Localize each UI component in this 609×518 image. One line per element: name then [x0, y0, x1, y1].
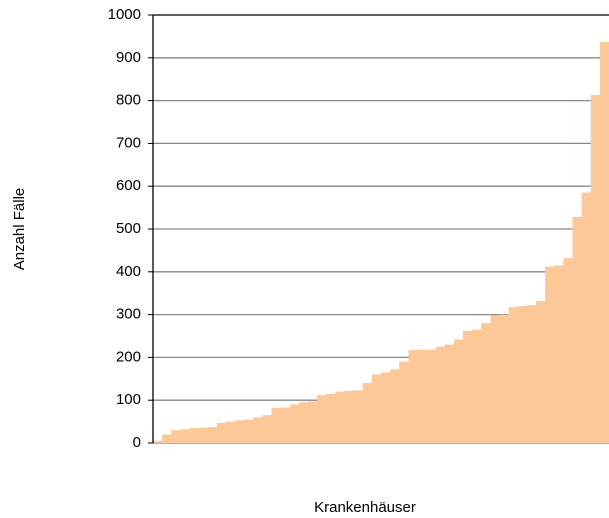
bar [280, 407, 291, 443]
bar [554, 265, 564, 443]
bar [517, 306, 528, 443]
bar [426, 349, 437, 443]
y-tick-label: 400 [116, 263, 141, 280]
y-tick-label: 0 [133, 434, 141, 451]
bar [581, 192, 592, 443]
bar [490, 315, 500, 443]
bar [526, 305, 537, 443]
x-axis-label: Krankenhäuser [314, 499, 416, 516]
bar [317, 395, 327, 443]
bar [536, 300, 546, 443]
y-tick-label: 900 [116, 49, 141, 66]
bar [344, 390, 355, 443]
bar [545, 266, 555, 443]
bar [353, 390, 364, 443]
bar [271, 407, 282, 443]
y-tick-label: 700 [116, 134, 141, 151]
bar [162, 434, 172, 443]
bar [572, 217, 583, 443]
bar [171, 430, 181, 443]
bar [417, 349, 427, 443]
bar [362, 383, 373, 443]
y-tick-label: 300 [116, 306, 141, 323]
bar [481, 323, 491, 443]
bar [189, 428, 199, 443]
y-axis-label: Anzahl Fälle [11, 188, 28, 271]
y-tick-label: 100 [116, 391, 141, 408]
bar [262, 415, 272, 443]
bar [453, 339, 464, 443]
bar [590, 95, 601, 443]
bar [253, 417, 263, 443]
bar [435, 346, 446, 443]
bar [371, 374, 382, 443]
bar [499, 314, 510, 443]
bar [335, 391, 345, 443]
bar [381, 372, 391, 443]
bar [244, 419, 254, 443]
bar [289, 404, 300, 443]
bar [599, 41, 609, 444]
bar [444, 344, 455, 443]
bar [235, 420, 245, 443]
bar [390, 369, 400, 443]
bar [216, 422, 227, 443]
bar [408, 350, 418, 443]
bar [207, 427, 218, 443]
bar [326, 393, 336, 443]
bar [298, 402, 309, 443]
y-tick-label: 800 [116, 92, 141, 109]
y-tick-label: 500 [116, 220, 141, 237]
bar [399, 361, 409, 443]
y-tick-label: 600 [116, 177, 141, 194]
y-tick-label: 200 [116, 348, 141, 365]
bar [225, 421, 236, 443]
bar [508, 306, 519, 443]
bar [308, 401, 318, 443]
bar [153, 440, 163, 443]
bar [472, 329, 482, 443]
bar [563, 258, 573, 443]
bar [198, 427, 209, 443]
bar [463, 330, 473, 443]
bar [180, 429, 190, 443]
y-tick-label: 1000 [108, 6, 141, 23]
